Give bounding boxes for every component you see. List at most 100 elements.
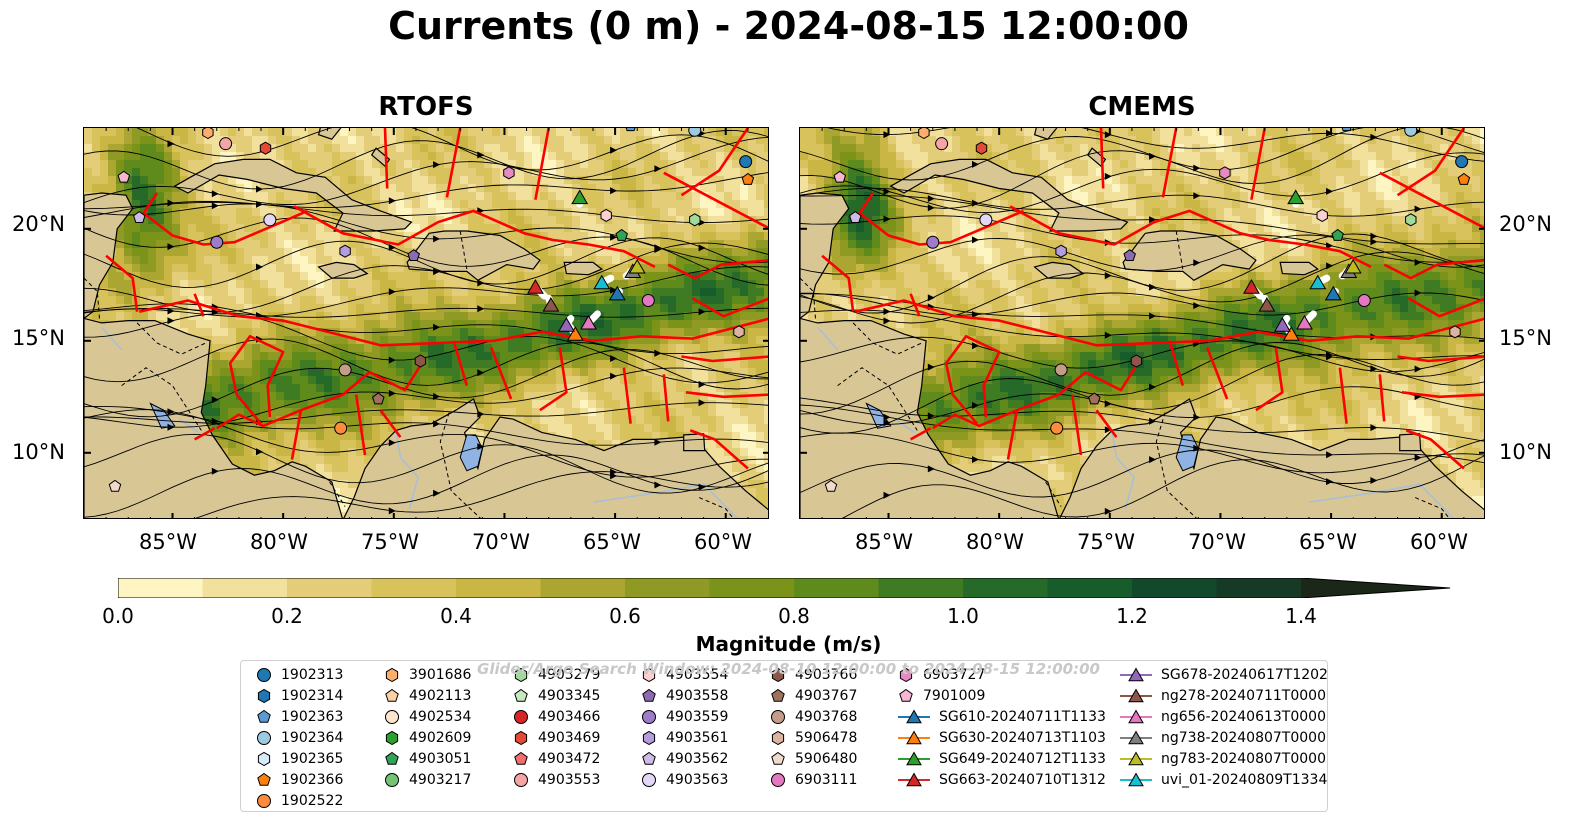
eez-line [1407,297,1484,318]
argo-float-marker [741,172,755,185]
streamline-arrow [477,305,485,313]
streamline-arrow [1193,164,1201,172]
lon-tick-label: 85°W [139,530,197,554]
glider-marker [557,317,575,332]
colorbar-tick: 0.2 [271,604,303,628]
streamline-arrow [972,160,979,168]
argo-float-marker [1405,213,1417,227]
legend-label: 4903472 [538,751,601,767]
streamline-arrow [1326,451,1334,459]
legend-marker-triangle-icon [1120,709,1152,724]
colorbar-segment [456,578,542,598]
argo-float-marker [689,213,701,227]
streamline-arrow [388,389,396,397]
land-hispaniola [406,230,541,282]
streamline [800,309,1484,360]
legend-label: SG610-20240711T1133 [939,709,1106,725]
legend-entry: 7901009 [897,686,985,706]
streamline-arrow [610,372,618,380]
legend-entry: 1902365 [255,749,343,769]
axis-ticks [84,128,768,518]
colorbar-tick: 0.8 [778,604,810,628]
glider-marker [1309,274,1327,290]
country-border [439,412,481,518]
axis-ticks [800,128,1484,518]
legend-marker-pentagon-icon [771,688,785,702]
legend-marker-triangle-icon [898,709,930,724]
glider-marker [527,278,544,294]
streamline-arrow [883,215,891,223]
colorbar-segment [625,578,711,598]
argo-float-marker [975,141,988,155]
eez-line [667,259,768,280]
map-rtofs[interactable] [83,127,769,519]
land-trinidad [683,433,706,452]
colorbar-segment [963,578,1049,598]
map-rtofs-svg [84,128,768,518]
streamline-arrow [698,483,706,491]
streamline-arrow [1414,205,1422,213]
streamline-arrow [1326,262,1334,270]
streamline-arrow [883,131,891,139]
argo-float-marker [1331,228,1344,241]
eez-line [1383,259,1484,280]
legend-label: 4903562 [666,751,729,767]
legend-label: 7901009 [923,688,986,704]
streamline-arrow [883,317,891,325]
eez-boundaries [821,128,1484,470]
legend-entry: 4903554 [640,665,728,685]
eez-line [1250,128,1266,200]
argo-float-marker [503,166,515,180]
streamline-arrow [167,408,175,416]
legend-marker-triangle-icon [1120,730,1152,745]
river-line [395,430,419,510]
argo-float-marker [414,354,427,368]
glider-marker [593,274,611,290]
eez-line [1378,374,1386,422]
eez-line [691,297,768,318]
lon-tick-label: 75°W [1077,530,1135,554]
legend-marker-circle-icon [257,731,271,745]
glider-marker [1243,278,1260,294]
streamline-arrow [256,448,263,456]
streamline-arrow [256,263,263,271]
colorbar-segment [1216,578,1302,598]
legend-entry: 4903562 [640,749,728,769]
streamline-arrow [610,233,618,241]
streamline-arrow [1193,413,1201,421]
streamline-arrow [433,268,441,276]
map-cmems[interactable] [799,127,1485,519]
legend-marker-circle-icon [514,773,528,787]
search-window-note: Glider/Argo Search Window: 2024-08-10 12… [477,660,1100,678]
glider-marker [571,189,589,205]
lon-tick-label: 80°W [966,530,1024,554]
argo-float-marker [210,235,224,249]
legend-entry: SG610-20240711T1133 [897,707,1106,727]
glider-marker [542,297,560,312]
streamline-arrow [433,420,441,428]
colorbar-tick: 0.4 [440,604,472,628]
legend-marker-circle-icon [514,710,528,724]
legend-marker-pentagon-icon [642,688,656,702]
country-border [837,367,918,431]
streamlines [800,128,1484,518]
legend-label: 1902313 [281,667,344,683]
streamline-arrow [211,467,219,475]
land-puerto-rico [563,261,603,276]
country-border [121,367,202,431]
legend-marker-pentagon-icon [257,709,271,723]
streamline [800,187,1484,217]
legend-label: 4903563 [666,772,729,788]
legend-entry: uvi_01-20240809T1334 [1119,770,1327,790]
figure-title: Currents (0 m) - 2024-08-15 12:00:00 [388,4,1189,48]
legend-marker-triangle-icon [898,772,930,787]
legend-marker-hexagon-icon [642,730,656,746]
argo-float-marker [739,155,753,169]
legend-label: 6903727 [923,667,986,683]
eez-line [290,409,303,460]
streamline-arrow [388,439,396,447]
legend-entry: ng656-20240613T0000 [1119,707,1326,727]
argo-float-marker [108,479,122,492]
river-line [817,326,839,351]
argo-float-marker [625,128,636,132]
